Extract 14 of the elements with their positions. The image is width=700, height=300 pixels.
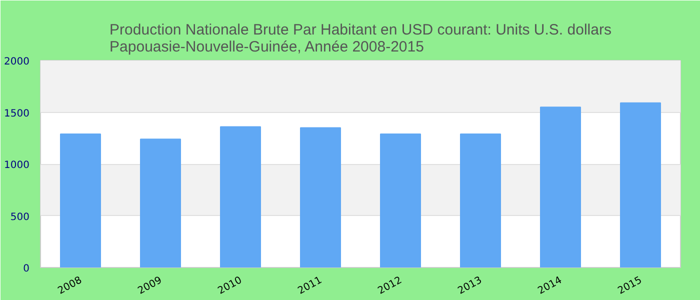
bar bbox=[60, 133, 101, 268]
chart-title: Production Nationale Brute Par Habitant en USD courant: Units U.S. dollars Papouasie-Nouvelle-Guinée, Année 2008-2015 bbox=[110, 22, 612, 56]
y-tick-label: 500 bbox=[10, 212, 30, 223]
bar bbox=[140, 138, 181, 268]
y-tick-label: 1500 bbox=[4, 108, 30, 120]
bar bbox=[620, 102, 661, 268]
y-tick-label: 0 bbox=[23, 264, 30, 274]
bar bbox=[540, 106, 581, 268]
y-tick-label: 2000 bbox=[4, 56, 30, 68]
y-tick-label: 1000 bbox=[4, 160, 30, 171]
bar bbox=[380, 133, 421, 268]
bar bbox=[220, 126, 261, 268]
bar bbox=[300, 127, 341, 268]
bar bbox=[460, 133, 501, 268]
